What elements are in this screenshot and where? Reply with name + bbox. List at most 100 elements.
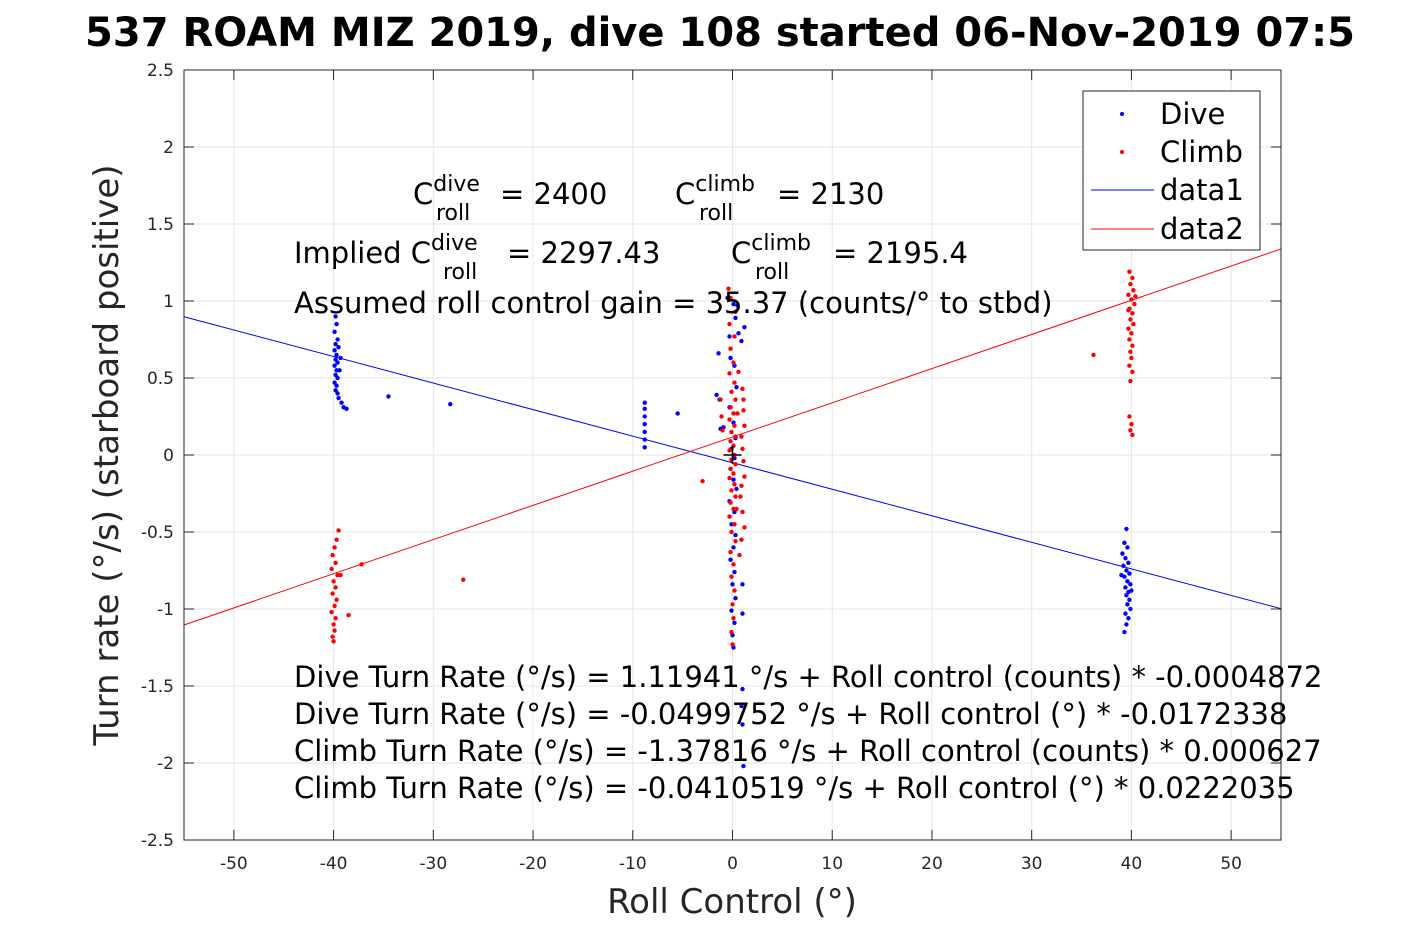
equation-2: Dive Turn Rate (°/s) = -0.0499752 °/s + … — [294, 697, 1287, 731]
climb-point — [729, 429, 734, 435]
dive-point — [736, 331, 741, 336]
climb-point — [1133, 294, 1138, 299]
climb-point — [333, 560, 338, 565]
dive-point — [731, 545, 736, 550]
climb-point — [330, 552, 335, 558]
dive-point — [1122, 540, 1127, 545]
dive-point — [334, 383, 339, 388]
legend-climb-label: Climb — [1160, 135, 1243, 169]
dive-point — [741, 763, 746, 769]
dive-point — [642, 414, 647, 419]
dive-point — [332, 329, 337, 334]
implied-prefix: Implied — [294, 236, 411, 270]
equation-1: Dive Turn Rate (°/s) = 1.11941 °/s + Rol… — [294, 660, 1322, 694]
c-roll-dive-value: = 2400 — [500, 177, 607, 211]
dive-point — [338, 355, 343, 361]
dive-point — [1122, 629, 1127, 635]
climb-point — [741, 408, 746, 413]
dive-point — [335, 337, 340, 342]
climb-point — [739, 483, 744, 488]
x-tick-label: 40 — [1121, 854, 1143, 874]
climb-point — [730, 642, 735, 647]
climb-point — [1128, 378, 1133, 384]
climb-point — [731, 360, 736, 365]
climb-point — [727, 514, 732, 519]
dive-point — [733, 596, 738, 601]
climb-point — [700, 478, 705, 484]
climb-point — [732, 380, 737, 385]
dive-point — [733, 315, 738, 321]
gain-annotation: Assumed roll control gain = 35.37 (count… — [294, 286, 1053, 320]
legend: Dive Climb data1 data2 — [1082, 90, 1261, 251]
climb-point — [1126, 326, 1131, 331]
climb-point — [741, 397, 746, 402]
climb-point — [735, 411, 740, 416]
dive-point — [339, 400, 344, 405]
implied-climb-sub: roll — [755, 260, 789, 285]
climb-point — [733, 494, 738, 499]
implied-dive-base: C — [411, 236, 431, 270]
implied-dive-sub: roll — [443, 260, 477, 285]
dive-point — [1128, 606, 1133, 612]
dive-point — [675, 411, 680, 416]
climb-point — [728, 466, 733, 472]
climb-point — [742, 474, 747, 479]
dive-point — [642, 437, 647, 442]
dive-point — [332, 348, 337, 353]
dive-point — [1124, 592, 1129, 598]
climb-point — [729, 389, 734, 395]
dive-point — [642, 400, 647, 405]
climb-point — [732, 588, 737, 593]
dive-point — [336, 345, 341, 350]
climb-point — [739, 537, 744, 542]
climb-point — [729, 629, 734, 635]
x-tick-label: -50 — [220, 854, 248, 874]
dive-point — [714, 392, 719, 398]
climb-point — [1132, 301, 1137, 307]
climb-point — [727, 321, 732, 327]
dive-point — [735, 303, 740, 308]
climb-point — [731, 562, 736, 567]
dive-point — [335, 391, 340, 396]
x-tick-label: 20 — [921, 854, 943, 874]
dive-point — [334, 352, 339, 358]
implied-climb-value: = 2195.4 — [833, 236, 968, 270]
dive-point — [335, 375, 340, 381]
climb-point — [733, 309, 738, 314]
climb-point — [731, 471, 736, 476]
x-axis-label: Roll Control (°) — [607, 882, 857, 922]
dive-point — [730, 582, 735, 587]
dive-point — [1125, 545, 1130, 550]
climb-point — [332, 545, 337, 550]
climb-point — [336, 528, 341, 533]
implied-dive-value: = 2297.43 — [507, 236, 660, 270]
climb-point — [1128, 428, 1133, 433]
climb-point — [1128, 349, 1133, 355]
climb-point — [1129, 422, 1134, 427]
equation-3: Climb Turn Rate (°/s) = -1.37816 °/s + R… — [294, 734, 1322, 768]
climb-point — [731, 411, 736, 416]
points — [329, 269, 1138, 769]
dive-point — [1119, 572, 1124, 578]
climb-point — [732, 423, 737, 428]
climb-point — [1126, 308, 1131, 313]
dive-point — [1124, 568, 1129, 573]
dive-point — [1125, 579, 1130, 584]
dive-point — [1127, 597, 1132, 602]
x-tick-labels: -50 -40 -30 -20 -10 0 10 20 30 40 50 — [220, 854, 1242, 874]
climb-point — [728, 346, 733, 351]
climb-point — [733, 397, 738, 402]
dive-point — [332, 363, 337, 368]
chart-title: 537 ROAM MIZ 2019, dive 108 started 06-N… — [85, 10, 1355, 56]
climb-point — [330, 634, 335, 639]
x-tick-label: 10 — [821, 854, 843, 874]
climb-point — [332, 628, 337, 633]
dive-point — [728, 557, 733, 562]
x-tick-label: -10 — [619, 854, 647, 874]
legend-climb-marker — [1120, 150, 1124, 154]
c-roll-dive-sub: roll — [436, 201, 470, 226]
climb-point — [732, 482, 737, 487]
y-tick-label: 2.5 — [147, 61, 174, 81]
dive-point — [642, 422, 647, 427]
